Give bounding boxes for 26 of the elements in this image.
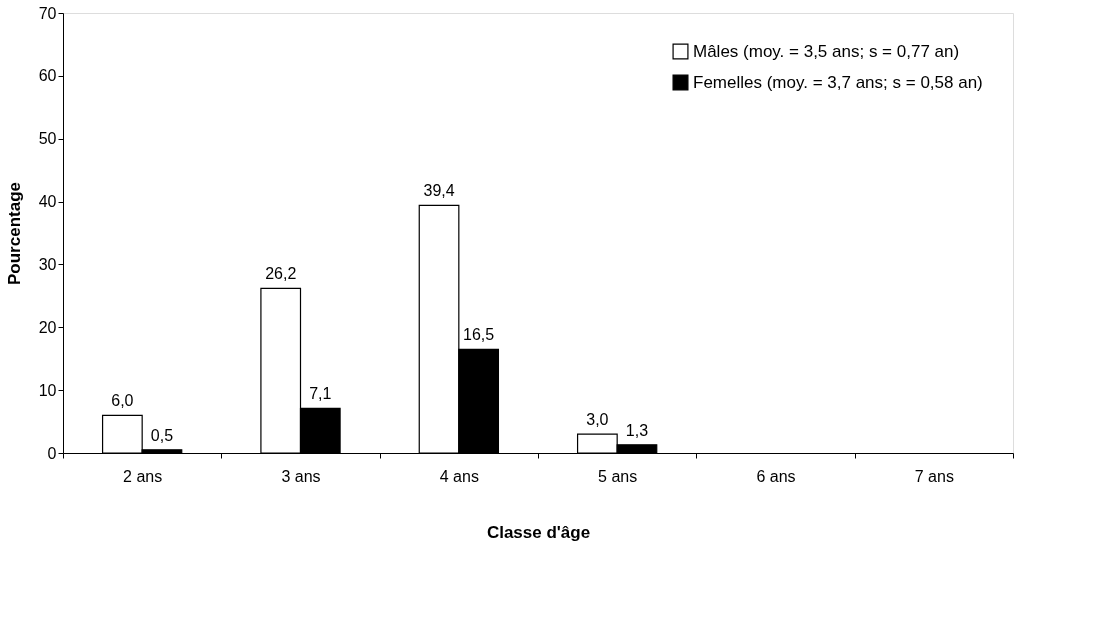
- x-tick-label: 2 ans: [123, 467, 163, 485]
- y-tick-label: 70: [38, 4, 57, 22]
- data-label: 6,0: [111, 392, 134, 410]
- data-label: 7,1: [309, 385, 332, 403]
- y-tick-label: 30: [38, 255, 57, 273]
- x-tick-label: 3 ans: [281, 467, 321, 485]
- x-axis-title: Classe d'âge: [486, 522, 591, 542]
- y-tick-label: 60: [38, 67, 57, 85]
- x-tick-label: 7 ans: [914, 467, 954, 485]
- y-tick-label: 0: [47, 444, 57, 462]
- y-axis-title: Pourcentage: [4, 182, 24, 285]
- data-label: 26,2: [265, 265, 297, 283]
- y-tick-label: 50: [38, 130, 57, 148]
- y-tick-label: 10: [38, 381, 57, 399]
- data-label: 3,0: [586, 411, 609, 429]
- data-label: 39,4: [423, 182, 455, 200]
- legend-label: Femelles (moy. = 3,7 ans; s = 0,58 an): [693, 72, 983, 92]
- x-tick-label: 6 ans: [756, 467, 796, 485]
- data-label: 1,3: [625, 421, 649, 439]
- y-tick-label: 40: [38, 193, 57, 211]
- x-tick-label: 5 ans: [598, 467, 638, 485]
- x-tick-label: 4 ans: [439, 467, 479, 485]
- y-tick-label: 20: [38, 318, 57, 336]
- legend-label: Mâles (moy. = 3,5 ans; s = 0,77 an): [693, 41, 960, 61]
- data-label: 0,5: [150, 426, 174, 444]
- data-label: 16,5: [463, 326, 495, 344]
